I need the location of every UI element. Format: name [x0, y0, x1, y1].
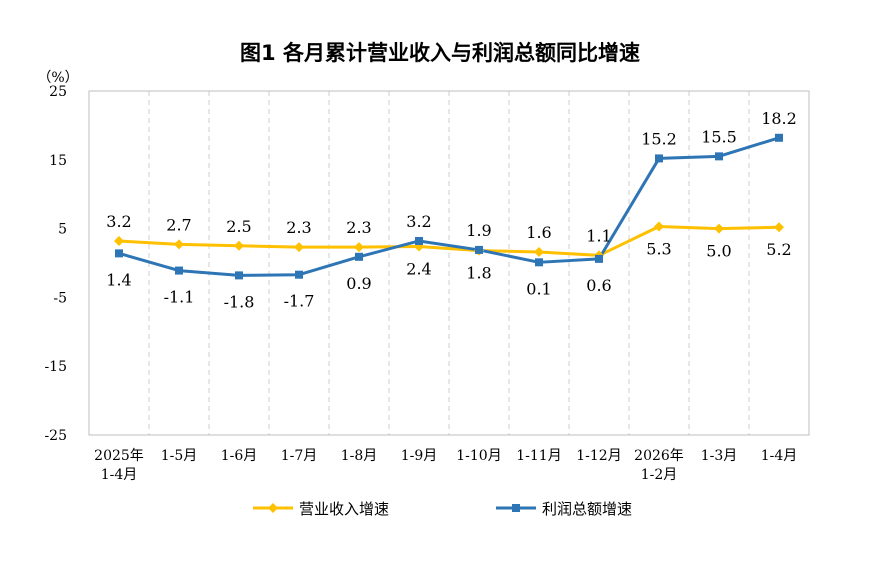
line-point: [175, 266, 183, 275]
data-label: 1.8: [466, 264, 491, 283]
line-point: [354, 242, 364, 253]
line-point: [534, 246, 544, 257]
data-label: 2.3: [346, 218, 371, 237]
line-point: [654, 221, 664, 232]
data-label: 15.5: [701, 127, 737, 146]
data-label: -1.1: [164, 288, 195, 307]
line-point: [475, 245, 483, 254]
line-point: [234, 240, 244, 251]
legend-label: 营业收入增速: [299, 500, 389, 518]
y-axis-unit: （%）: [37, 70, 78, 86]
x-tick-label: 2025年: [94, 448, 144, 464]
line-point: [294, 242, 304, 253]
chart-title: 图1 各月累计营业收入与利润总额同比增速: [240, 41, 640, 65]
series-line: [118, 225, 780, 257]
data-label: -1.7: [284, 292, 315, 311]
data-label: 0.1: [526, 279, 551, 298]
line-point: [268, 503, 278, 513]
line-point: [774, 222, 784, 233]
y-tick-label: 5: [58, 222, 67, 238]
data-label: 1.4: [106, 270, 131, 289]
y-axis-ticks: 25 15 5 -5 -15 -25: [44, 84, 67, 444]
data-label: 3.2: [406, 212, 431, 231]
data-label: 15.2: [641, 129, 677, 148]
x-tick-label: 1-2月: [641, 467, 678, 483]
line-point: [115, 249, 123, 258]
data-label: 5.3: [646, 240, 671, 259]
x-tick-label: 1-8月: [341, 448, 378, 464]
data-label: 1.1: [586, 226, 611, 245]
x-tick-label: 1-9月: [401, 448, 438, 464]
y-tick-label: -5: [53, 290, 67, 306]
line-point: [174, 239, 184, 250]
data-label: 2.3: [286, 218, 311, 237]
data-label: 0.6: [586, 276, 611, 295]
data-label: 2.4: [406, 259, 431, 278]
y-tick-label: 15: [49, 153, 67, 169]
x-tick-label: 2026年: [634, 448, 684, 464]
data-label: 18.2: [761, 109, 797, 128]
data-label: 2.5: [226, 217, 251, 236]
data-label: 5.2: [766, 240, 791, 259]
y-tick-label: 25: [49, 84, 67, 100]
data-label: -1.8: [224, 292, 255, 311]
x-tick-label: 1-3月: [701, 448, 738, 464]
legend: 营业收入增速 利润总额增速: [253, 500, 632, 518]
x-tick-label: 1-4月: [101, 467, 138, 483]
series-line: [118, 136, 780, 277]
x-tick-label: 1-5月: [161, 448, 198, 464]
data-label: 1.6: [526, 223, 551, 242]
legend-label: 利润总额增速: [542, 500, 632, 518]
series-layer: [114, 133, 784, 280]
x-tick-label: 1-4月: [761, 448, 798, 464]
y-tick-label: -15: [44, 359, 67, 375]
line-point: [715, 152, 723, 161]
line-point: [714, 223, 724, 234]
line-point: [775, 133, 783, 142]
x-tick-label: 1-12月: [576, 448, 621, 464]
data-labels: 3.2 2.7 2.5 2.3 2.3 2.4 1.8 1.6 1.1 5.3 5.0 5.2 1.4 -…: [106, 109, 797, 312]
data-label: 3.2: [106, 212, 131, 231]
line-point: [655, 154, 663, 163]
plot-area-frame: [88, 90, 810, 436]
data-label: 0.9: [346, 274, 371, 293]
x-tick-label: 1-11月: [516, 448, 561, 464]
data-label: 5.0: [706, 242, 731, 261]
data-label: 1.9: [466, 221, 491, 240]
x-axis-ticks: 2025年 1-4月 1-5月 1-6月 1-7月 1-8月 1-9月 1-10月 1-11月 1…: [94, 448, 797, 483]
line-point: [535, 258, 543, 267]
line-point: [415, 236, 423, 245]
x-tick-label: 1-10月: [456, 448, 501, 464]
line-point: [295, 270, 303, 279]
line-point: [114, 235, 124, 246]
line-point: [595, 254, 603, 263]
line-point: [235, 271, 243, 280]
line-point: [355, 252, 363, 261]
line-point: [512, 504, 520, 512]
x-tick-label: 1-6月: [221, 448, 258, 464]
y-tick-label: -25: [44, 428, 67, 444]
data-label: 2.7: [166, 215, 191, 234]
x-tick-label: 1-7月: [281, 448, 318, 464]
